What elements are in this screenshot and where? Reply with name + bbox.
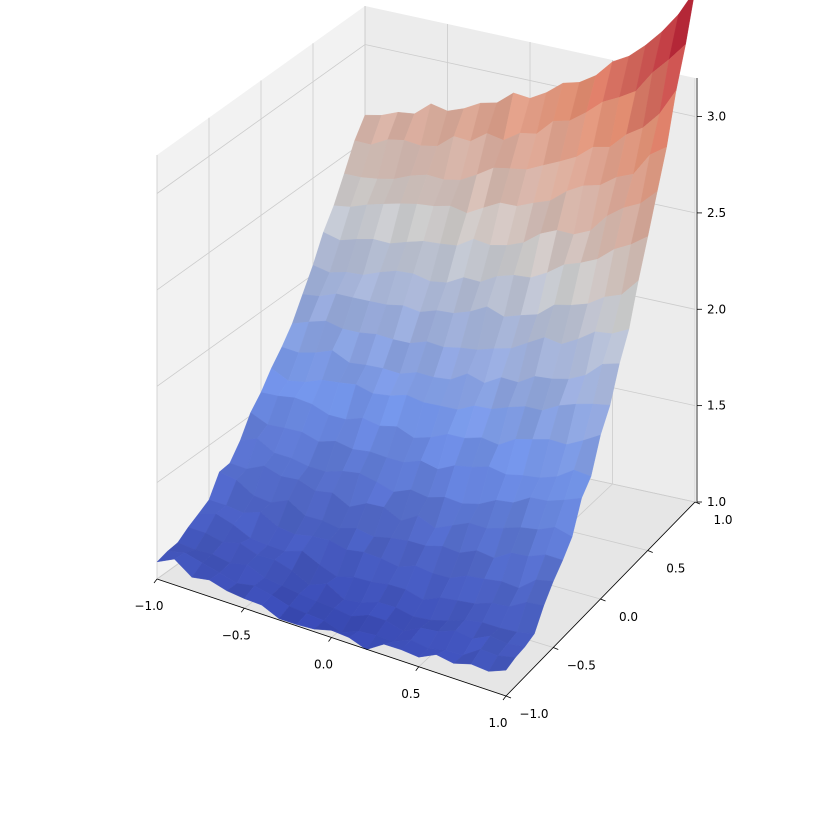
y-tick [553, 647, 559, 650]
x-tick-label: −1.0 [134, 599, 163, 613]
z-tick-label: 1.5 [707, 399, 726, 413]
x-tick-label: 0.0 [314, 658, 333, 672]
y-tick [600, 598, 606, 602]
x-tick [153, 578, 158, 584]
z-tick-label: 3.0 [707, 110, 726, 124]
axis-ticks: −1.0 −0.5 0.0 0.5 1.0 −1.0 −0.5 0.0 0.5 1.0 1.0 1.5… [134, 110, 732, 731]
y-tick [647, 550, 653, 553]
x-tick [502, 695, 507, 701]
x-tick-label: −0.5 [222, 628, 251, 642]
surface-plot [156, 0, 694, 672]
y-tick-label: −1.0 [519, 707, 548, 721]
y-tick-label: 1.0 [713, 513, 732, 527]
z-tick-label: 1.0 [707, 495, 726, 509]
z-tick-label: 2.5 [707, 206, 726, 220]
x-tick-label: 1.0 [488, 716, 507, 730]
x-tick-label: 0.5 [401, 687, 420, 701]
x-tick [328, 637, 332, 642]
x-tick [415, 666, 420, 671]
y-tick-label: −0.5 [567, 659, 596, 673]
x-tick [240, 608, 245, 613]
y-tick-label: 0.5 [666, 562, 685, 576]
y-tick [505, 695, 512, 699]
y-tick [694, 501, 701, 505]
y-tick-label: 0.0 [619, 610, 638, 624]
z-tick-label: 2.0 [707, 302, 726, 316]
surface-cell [488, 655, 516, 672]
